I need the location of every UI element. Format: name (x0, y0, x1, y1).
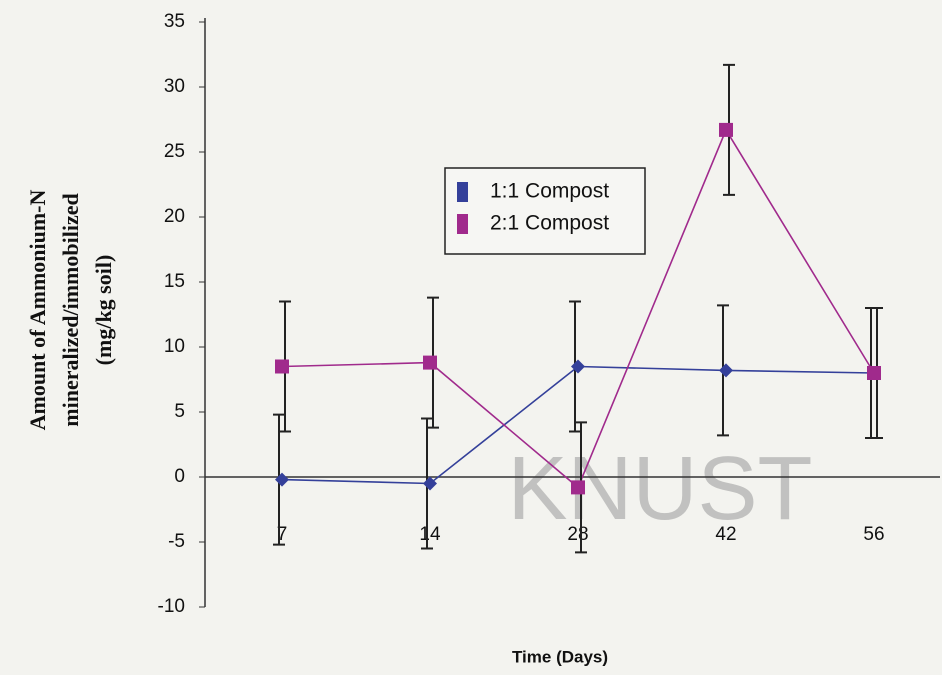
y-tick-label: 15 (164, 271, 185, 292)
y-tick-label: 30 (164, 76, 185, 97)
marker (719, 363, 733, 378)
y-tick-label: 0 (174, 466, 185, 487)
marker (571, 359, 585, 374)
marker (571, 480, 585, 495)
x-tick-label: 42 (715, 524, 736, 545)
legend-label: 2:1 Compost (490, 212, 609, 235)
marker (275, 472, 289, 487)
x-tick-label: 7 (277, 524, 288, 545)
y-tick-label: 35 (164, 11, 185, 32)
y-tick-label: 20 (164, 206, 185, 227)
marker (719, 122, 733, 137)
marker (275, 359, 289, 374)
x-tick-label: 14 (419, 524, 441, 545)
x-axis-label: Time (Days) (512, 647, 608, 666)
y-tick-label: 10 (164, 336, 185, 357)
legend-box (444, 167, 646, 255)
marker (423, 355, 437, 370)
y-axis-label: (mg/kg soil) (91, 255, 116, 366)
watermark: KNUST (507, 439, 812, 539)
marker (867, 366, 881, 380)
x-tick-label: 56 (863, 524, 884, 545)
legend-label: 1:1 Compost (490, 180, 609, 203)
marker (423, 476, 437, 491)
y-tick-label: 5 (174, 401, 185, 422)
y-tick-label: -5 (168, 531, 185, 552)
y-axis-label: Amount of Ammonium-N (25, 190, 50, 431)
legend-swatch (457, 214, 468, 234)
x-tick-label: 28 (567, 524, 588, 545)
legend-swatch (457, 182, 468, 202)
y-axis-label: mineralized/immobilized (58, 193, 83, 426)
y-tick-label: 25 (164, 141, 185, 162)
y-tick-label: -10 (158, 596, 185, 617)
